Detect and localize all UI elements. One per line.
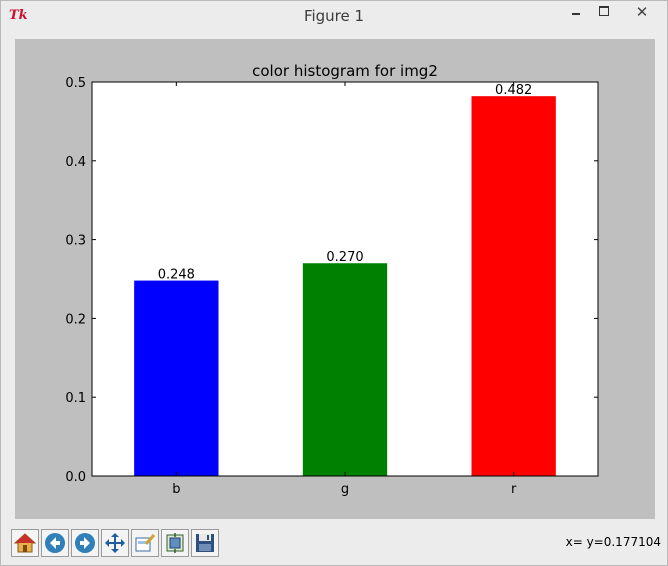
y-tick-label: 0.4 [65,155,86,170]
home-icon [14,533,36,553]
save-button[interactable] [191,529,219,557]
y-tick-label: 0.2 [65,312,86,327]
cursor-coordinate-readout: x= y=0.177104 [565,535,661,549]
pan-arrows-icon [105,533,125,553]
subplots-button[interactable] [161,529,189,557]
minimize-button[interactable] [563,1,589,23]
floppy-disk-icon [196,534,214,552]
forward-button[interactable] [71,529,99,557]
maximize-icon [599,6,609,16]
navigation-toolbar: x= y=0.177104 [1,523,667,565]
bar-value-label-g: 0.270 [326,250,363,265]
axes-frame [91,81,599,477]
subplots-icon [166,533,184,553]
y-tick-label: 0.3 [65,234,86,249]
title-bar[interactable]: Tk Figure 1 ✕ [1,1,667,31]
back-arrow-icon [45,533,65,553]
tk-app-icon: Tk [9,8,28,23]
close-button[interactable]: ✕ [619,1,665,23]
bar-value-label-r: 0.482 [495,83,532,98]
zoom-button[interactable] [131,529,159,557]
close-icon: ✕ [635,3,649,21]
bar-b [134,280,219,476]
y-tick-label: 0.5 [65,76,86,91]
bar-value-label-b: 0.248 [158,268,195,283]
bar-g [302,263,388,476]
back-button[interactable] [41,529,69,557]
x-tick-label-r: r [511,482,517,497]
bar-r [471,96,556,477]
zoom-rect-icon [135,534,156,552]
home-button[interactable] [11,529,39,557]
maximize-button[interactable] [591,1,617,23]
chart-title: color histogram for img2 [252,62,438,80]
figure-canvas[interactable]: 0.248 b 0.270 g 0.482 r 0.0 0.1 0.2 0.3 0.4 0.5 colo… [15,39,655,519]
x-tick-label-g: g [341,482,349,497]
window-title: Figure 1 [303,7,365,25]
y-tick-label: 0.0 [65,470,86,485]
y-tick-label: 0.1 [65,391,86,406]
bar-chart: 0.248 b 0.270 g 0.482 r 0.0 0.1 0.2 0.3 0.4 0.5 colo… [65,62,599,497]
forward-arrow-icon [75,533,95,553]
minimize-icon [572,13,580,15]
pan-button[interactable] [101,529,129,557]
x-tick-label-b: b [172,482,180,497]
